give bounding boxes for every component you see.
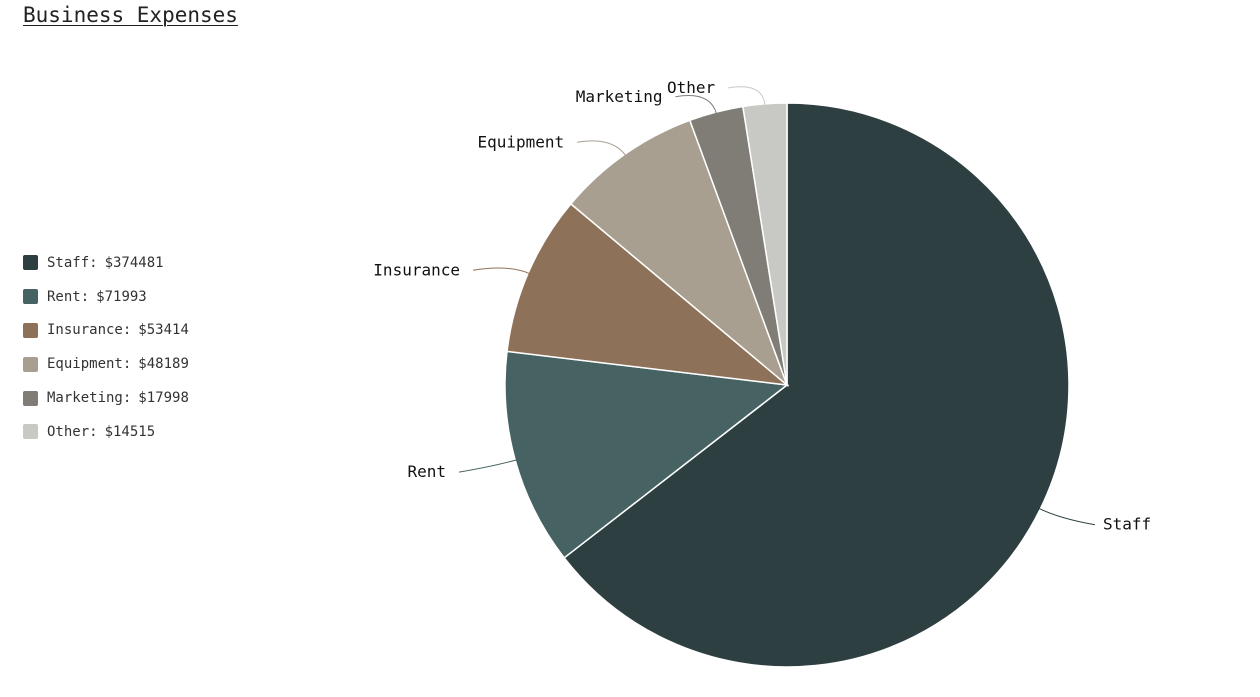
legend-item-other: Other: $14515	[23, 415, 189, 449]
legend-item-rent: Rent: $71993	[23, 280, 189, 314]
legend-item-equipment: Equipment: $48189	[23, 347, 189, 381]
legend-value: $14515	[104, 423, 156, 440]
leader-line-marketing	[675, 95, 717, 115]
leader-line-equipment	[577, 140, 627, 157]
legend-item-staff: Staff: $374481	[23, 246, 189, 280]
legend-value: $374481	[104, 254, 164, 271]
legend-swatch	[23, 390, 38, 406]
leader-line-rent	[458, 459, 518, 473]
pie-leader-lines	[458, 86, 1096, 526]
legend-swatch	[23, 356, 38, 372]
legend-label: Insurance:	[47, 322, 132, 339]
pie-slice-labels: Staff Rent Insurance Equipment Marketing Othe…	[373, 78, 1151, 534]
legend-label: Rent:	[47, 288, 90, 305]
slice-label-staff: Staff	[1103, 515, 1151, 534]
legend-swatch	[23, 424, 38, 440]
slice-label-marketing: Marketing	[576, 87, 663, 106]
legend-swatch	[23, 289, 38, 305]
legend-swatch	[23, 322, 38, 338]
slice-label-other: Other	[667, 78, 716, 97]
slice-label-rent: Rent	[407, 462, 446, 481]
slice-label-equipment: Equipment	[477, 132, 564, 151]
legend-label: Marketing:	[47, 390, 132, 407]
leader-line-other	[728, 86, 766, 106]
legend-value: $71993	[96, 288, 147, 305]
slice-label-insurance: Insurance	[373, 260, 460, 279]
legend-item-insurance: Insurance: $53414	[23, 314, 189, 348]
leader-line-staff	[1038, 507, 1096, 526]
legend-label: Other:	[47, 423, 98, 440]
legend-item-marketing: Marketing: $17998	[23, 381, 189, 415]
legend-value: $48189	[138, 356, 189, 373]
chart-legend: Staff: $374481 Rent: $71993 Insurance: $53414…	[23, 246, 189, 449]
legend-value: $17998	[138, 390, 189, 407]
pie-slices	[504, 102, 1070, 668]
legend-value: $53414	[138, 322, 189, 339]
legend-label: Equipment:	[47, 356, 132, 373]
legend-swatch	[23, 255, 38, 271]
legend-label: Staff:	[47, 254, 98, 271]
leader-line-insurance	[472, 267, 531, 275]
chart-title: Business Expenses	[23, 3, 238, 27]
